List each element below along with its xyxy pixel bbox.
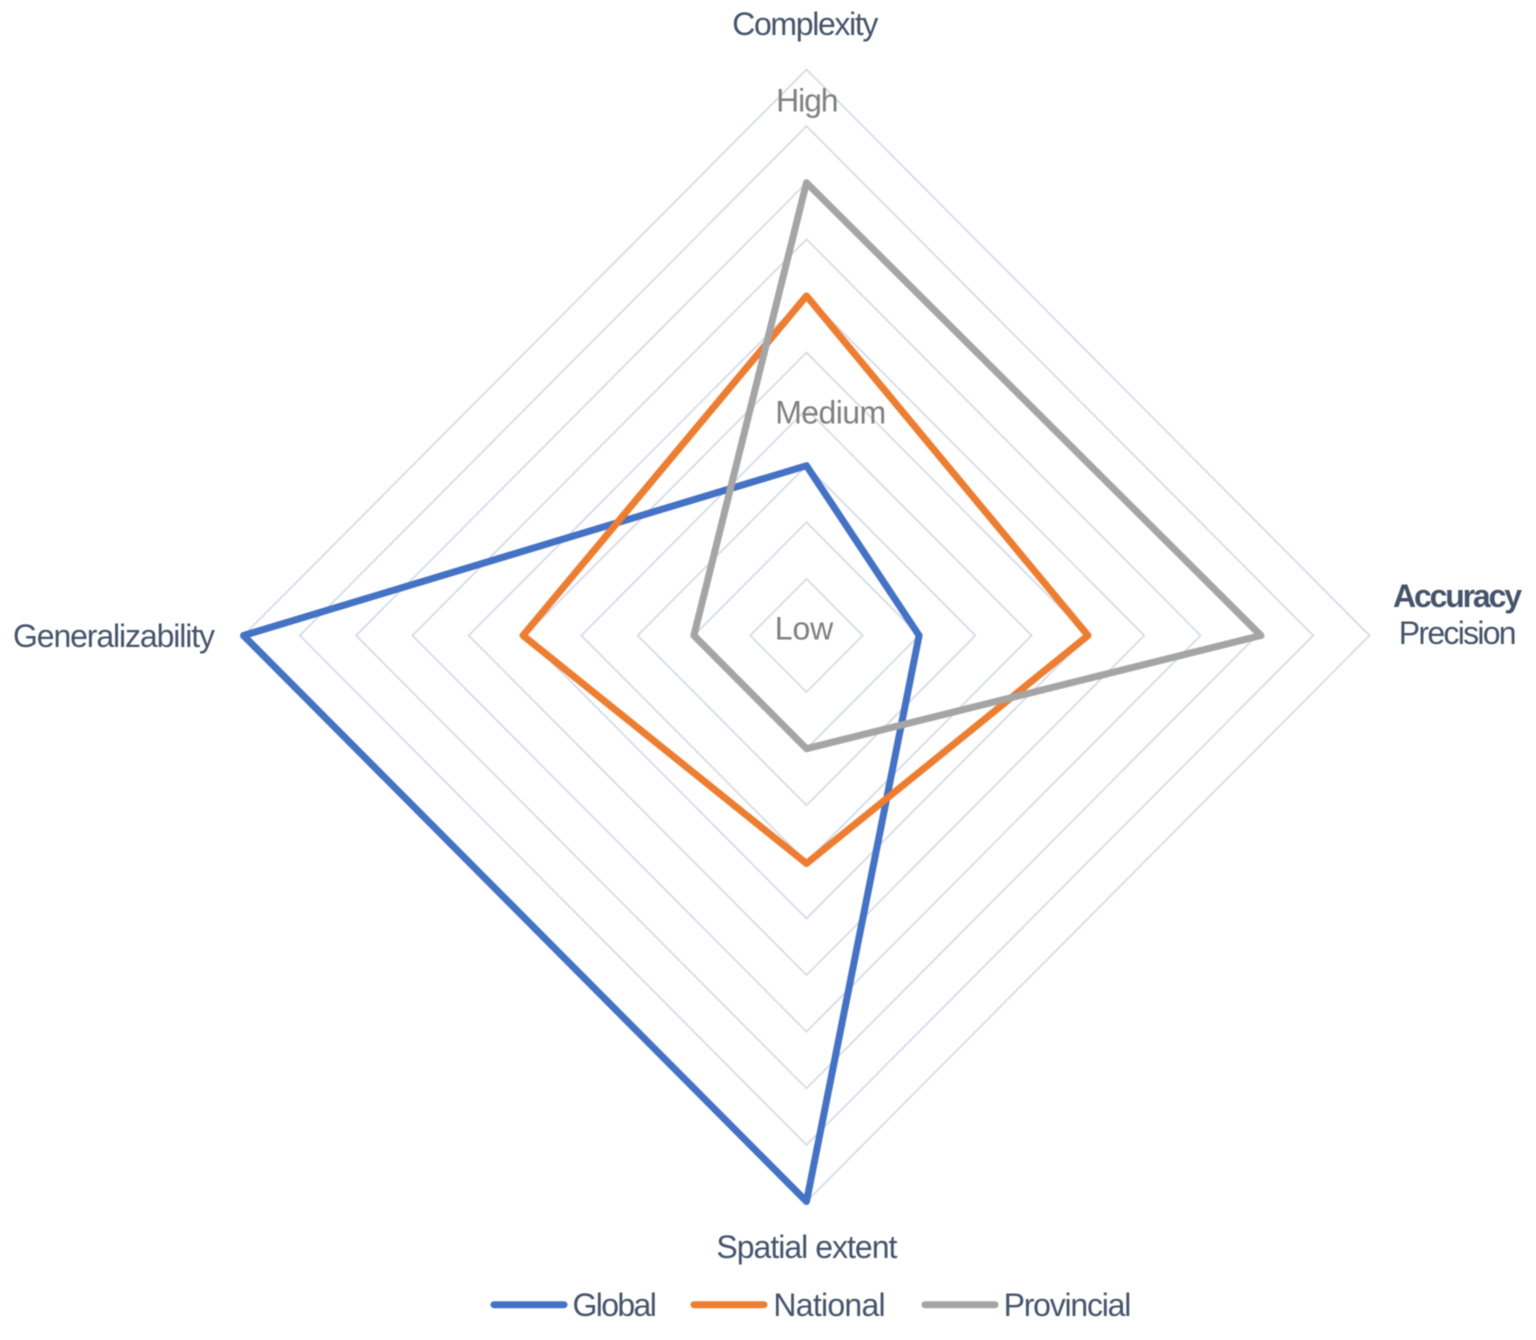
svg-text:Complexity: Complexity [732,6,878,42]
svg-text:Precision: Precision [1399,615,1517,651]
svg-text:National: National [773,1287,885,1323]
svg-text:Global: Global [573,1287,657,1323]
svg-text:Generalizability: Generalizability [13,618,215,654]
svg-text:Spatial extent: Spatial extent [716,1229,897,1265]
svg-text:High: High [776,83,839,119]
svg-text:Medium: Medium [775,395,886,431]
svg-text:Accuracy: Accuracy [1393,578,1522,614]
svg-text:Low: Low [775,611,834,647]
svg-text:Provincial: Provincial [1004,1287,1132,1323]
